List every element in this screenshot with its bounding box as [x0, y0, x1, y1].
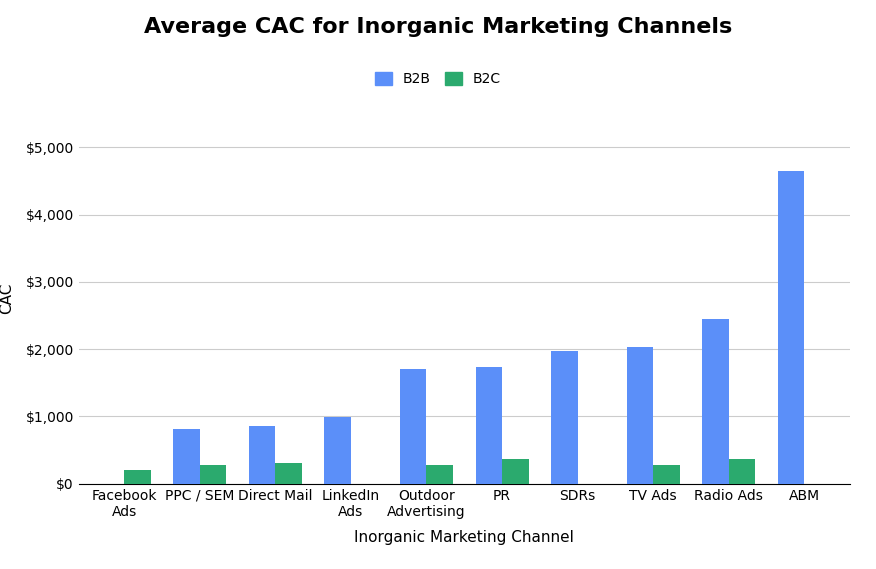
Bar: [703, 319, 729, 484]
Bar: [551, 351, 577, 484]
Bar: [729, 459, 755, 484]
Bar: [502, 459, 528, 484]
Bar: [476, 368, 502, 484]
Bar: [200, 465, 226, 484]
Bar: [275, 463, 302, 484]
Bar: [124, 470, 151, 484]
Bar: [653, 465, 680, 484]
X-axis label: Inorganic Marketing Channel: Inorganic Marketing Channel: [355, 530, 574, 545]
Bar: [778, 171, 804, 484]
Y-axis label: CAC: CAC: [0, 283, 15, 315]
Bar: [173, 428, 200, 484]
Bar: [249, 426, 275, 484]
Bar: [324, 417, 351, 484]
Text: Average CAC for Inorganic Marketing Channels: Average CAC for Inorganic Marketing Chan…: [144, 17, 732, 37]
Legend: B2B, B2C: B2B, B2C: [375, 72, 501, 86]
Bar: [626, 347, 653, 484]
Bar: [427, 465, 453, 484]
Bar: [400, 369, 427, 484]
